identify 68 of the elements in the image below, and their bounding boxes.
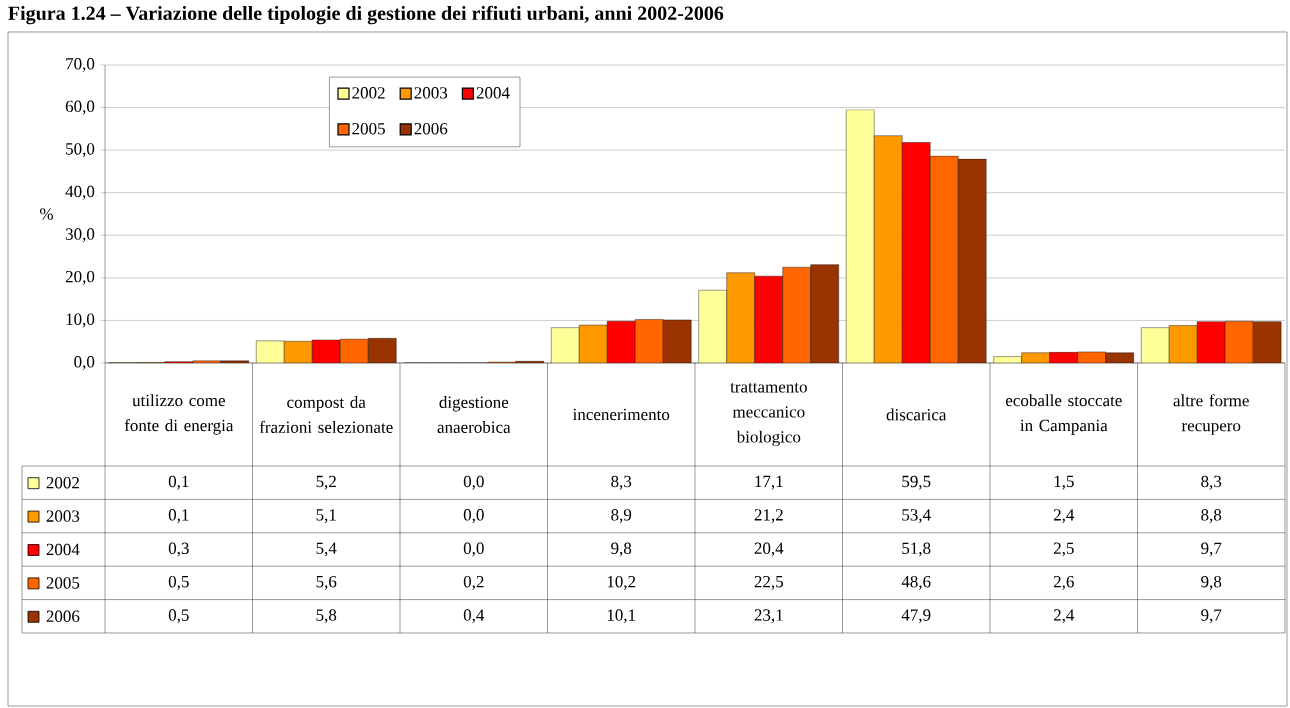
text: 2004 (46, 543, 80, 556)
data-label: 2,4 (1053, 509, 1075, 524)
y-tick-label: 20,0 (65, 270, 95, 285)
data-label: 1,5 (1054, 475, 1074, 490)
data-label: 0,0 (463, 475, 484, 490)
text: 2002 (46, 476, 79, 489)
data-label: 9,8 (1201, 575, 1222, 590)
data-label: 0,3 (168, 542, 189, 557)
legend-label: 2006 (414, 122, 448, 135)
data-label: 8,8 (1201, 509, 1222, 524)
y-tick-label: 10,0 (66, 313, 95, 328)
data-label: 48,6 (901, 575, 931, 590)
data-label: 0,5 (168, 609, 189, 624)
y-tick-label: 30,0 (65, 228, 95, 243)
chart-title: Figura 1.24 – Variazione delle tipologie di gestione dei rifiuti urbani, anni 2002-2006 (8, 5, 724, 25)
data-label: 5,2 (316, 475, 336, 490)
x-tick-label: utilizzo come fonte di energia (124, 394, 234, 435)
text: 2006 (46, 610, 80, 623)
data-label: 0,0 (463, 542, 484, 557)
data-label: 9,8 (611, 542, 632, 557)
x-tick-label: altre forme recupero (1173, 394, 1249, 435)
data-label: 5,1 (316, 509, 336, 524)
data-label: 59,5 (902, 475, 931, 490)
legend-label: 2003 (414, 87, 448, 99)
data-label: 21,2 (754, 509, 783, 524)
text: 2003 (46, 510, 80, 522)
x-tick-label: trattamento meccanico biologico (730, 382, 807, 447)
data-label: 5,6 (316, 575, 337, 590)
y-tick-label: 60,0 (65, 100, 95, 115)
x-tick-label: compost da frazioni selezionate (259, 396, 393, 433)
data-label: 0,5 (168, 575, 189, 590)
data-label: 5,4 (316, 542, 337, 557)
data-label: 0,2 (463, 575, 484, 590)
y-tick-label: 70,0 (66, 58, 95, 72)
data-label: 0,1 (168, 509, 189, 524)
data-label: 9,7 (1201, 542, 1222, 557)
x-tick-label: discarica (886, 408, 947, 421)
data-label: 8,3 (1201, 475, 1222, 490)
data-label: 5,8 (316, 609, 337, 624)
data-label: 47,9 (901, 609, 931, 624)
data-label: 2,5 (1053, 542, 1074, 557)
data-label: 51,8 (902, 542, 931, 557)
x-tick-label: incenerimento (572, 408, 670, 421)
y-tick-label: 50,0 (66, 143, 95, 158)
data-label: 0,4 (463, 609, 485, 624)
x-tick-label: digestione anaerobica (437, 396, 511, 433)
data-label: 2,6 (1053, 575, 1074, 590)
data-label: 8,3 (611, 475, 632, 490)
legend-label: 2004 (476, 87, 510, 99)
data-label: 17,1 (755, 475, 783, 490)
data-label: 2,4 (1053, 609, 1075, 624)
data-label: 8,9 (611, 509, 632, 524)
x-tick-label: ecoballe stoccate in Campania (1005, 394, 1122, 435)
data-label: 53,4 (902, 509, 931, 524)
legend-label: 2002 (352, 87, 385, 99)
y-tick-label: 40,0 (65, 185, 95, 200)
text: 2005 (46, 577, 80, 589)
legend-label: 2005 (352, 122, 385, 135)
data-label: 10,1 (607, 609, 636, 624)
data-label: 20,4 (754, 542, 784, 557)
data-label: 10,2 (607, 575, 636, 590)
data-label: 9,7 (1201, 609, 1222, 624)
data-label: 0,0 (463, 509, 484, 524)
data-label: 0,1 (168, 475, 189, 490)
data-label: 22,5 (754, 575, 784, 590)
y-axis-title: % (40, 208, 54, 220)
y-tick-label: 0,0 (74, 356, 95, 370)
data-label: 23,1 (754, 609, 783, 624)
